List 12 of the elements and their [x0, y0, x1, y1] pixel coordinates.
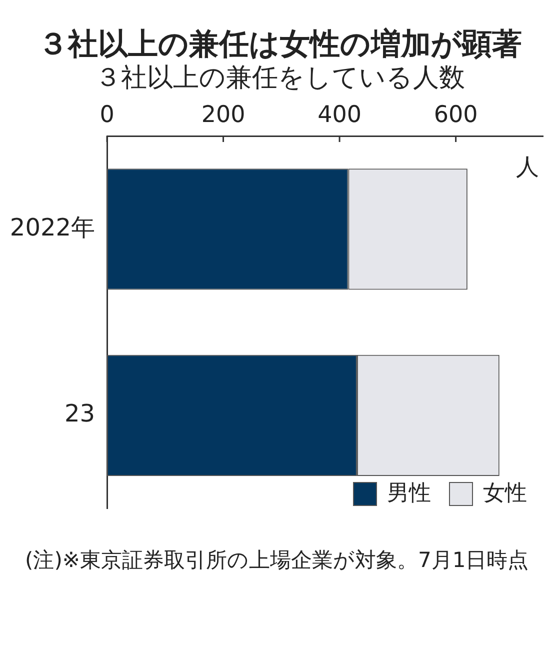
chart-title: ３社以上の兼任は女性の増加が顕著	[37, 27, 523, 63]
x-tick-label: 0	[100, 102, 114, 128]
x-tick-label: 600	[434, 102, 478, 128]
y-tick-label: 23	[64, 400, 95, 428]
legend-label: 男性	[387, 480, 431, 507]
chart-subtitle: ３社以上の兼任をしている人数	[94, 62, 466, 94]
x-axis-title: 人	[516, 154, 539, 180]
x-tick-label: 200	[201, 102, 246, 128]
text: (注)※東京証券取引所の上場企業が対象。7月1日時点	[25, 547, 530, 574]
y-tick-label: 2022年	[10, 213, 95, 242]
x-tick-label: 400	[318, 102, 362, 128]
legend-label: 女性	[483, 480, 527, 507]
